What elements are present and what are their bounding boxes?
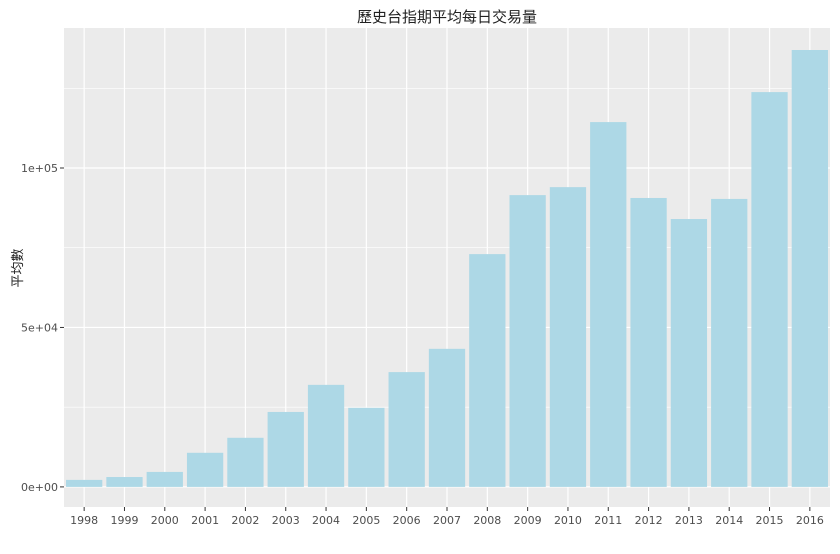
bar-2004 [307,384,345,487]
x-tick-label: 2011 [594,514,622,527]
x-tick-label: 2009 [514,514,542,527]
bar-2014 [711,198,748,487]
x-tick-label: 2006 [393,514,421,527]
x-tick-label: 2002 [231,514,259,527]
bar-1998 [66,479,103,487]
y-axis-label: 平均數 [11,248,26,287]
x-tick-label: 2010 [554,514,582,527]
x-tick-label: 2001 [191,514,219,527]
x-tick-label: 1999 [110,514,138,527]
x-tick-label: 2016 [796,514,824,527]
x-tick-label: 2000 [151,514,179,527]
y-tick-label: 0e+00 [21,481,58,494]
x-tick-label: 1998 [70,514,98,527]
bar-2012 [630,197,667,487]
bar-2011 [590,122,627,487]
bar-2000 [146,471,183,487]
bar-2006 [388,372,425,487]
x-tick-label: 2003 [272,514,300,527]
x-tick-label: 2014 [715,514,743,527]
x-tick-label: 2008 [473,514,501,527]
bar-2010 [549,187,587,487]
x-tick-label: 2005 [352,514,380,527]
bar-1999 [106,477,143,487]
x-tick-label: 2015 [756,514,784,527]
bar-2007 [428,348,466,487]
bar-2003 [267,411,304,487]
bar-2013 [670,219,708,487]
x-tick-label: 2004 [312,514,340,527]
bar-2015 [751,92,788,487]
bar-2009 [509,195,546,487]
x-tick-label: 2013 [675,514,703,527]
bar-2008 [469,254,506,487]
y-tick-label: 1e+05 [21,162,58,175]
bar-2001 [186,452,224,487]
bar-2005 [348,407,385,487]
x-tick-label: 2012 [635,514,663,527]
y-tick-label: 5e+04 [21,321,58,334]
x-tick-label: 2007 [433,514,461,527]
bar-2002 [227,437,264,487]
bar-2016 [791,50,828,487]
chart-title: 歷史台指期平均每日交易量 [357,8,537,26]
